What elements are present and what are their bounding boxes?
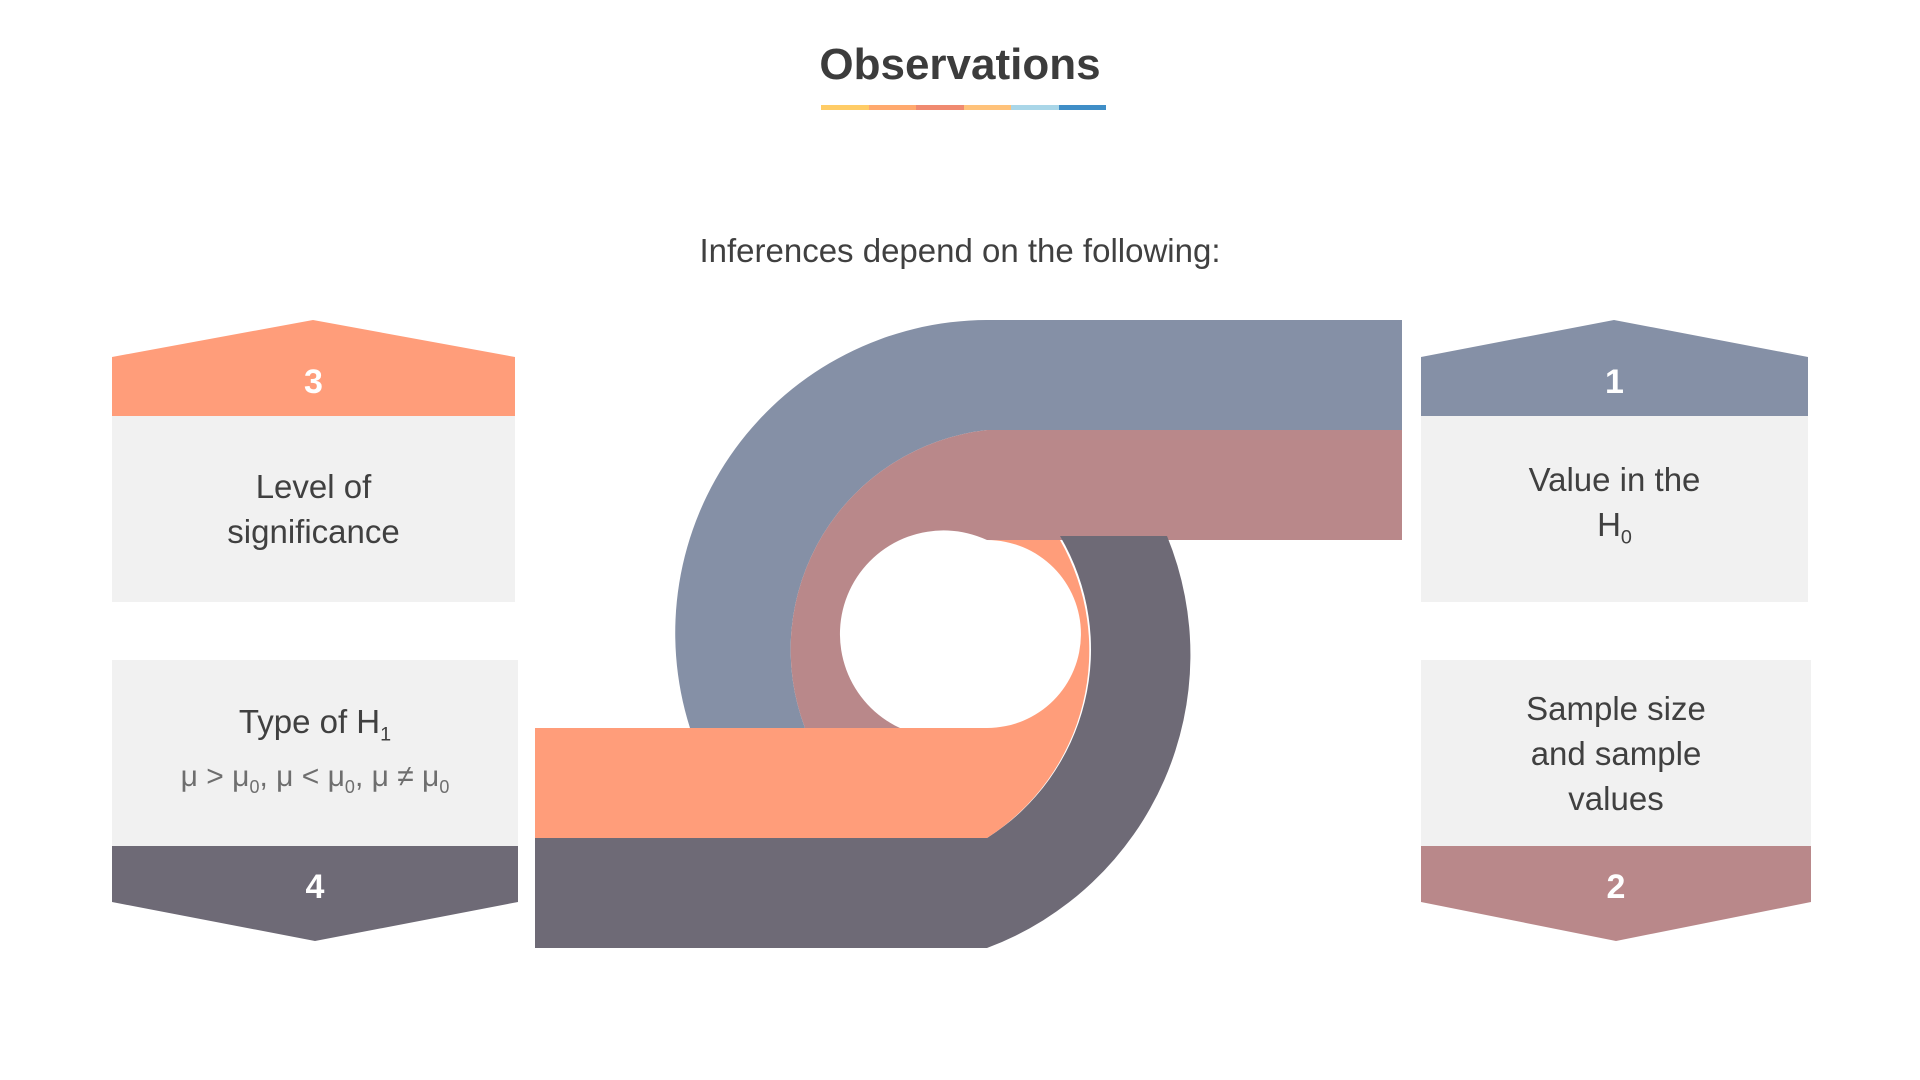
hypothesis-formula: μ > μ0, μ < μ0, μ ≠ μ0 xyxy=(181,757,450,807)
heading-text: Type of H xyxy=(238,702,381,740)
ribbon-charcoal xyxy=(535,536,1191,948)
page-title: Observations xyxy=(819,40,1101,89)
ribbon-salmon xyxy=(535,540,1090,838)
subtitle: Inferences depend on the following: xyxy=(699,232,1221,269)
mu-subscript: 0 xyxy=(439,777,450,798)
card-number: 4 xyxy=(305,868,325,906)
card-body: Value in the H0 xyxy=(1421,416,1808,602)
card-text-line: Level of xyxy=(255,468,372,505)
separator: , xyxy=(259,760,277,794)
h-subscript: 0 xyxy=(1620,526,1632,549)
ribbon-dusty-rose xyxy=(790,430,1402,728)
card-text-line: and sample xyxy=(1530,734,1702,772)
card-sample-size: Sample size and sample values 2 xyxy=(1421,660,1811,941)
gt-operator: > xyxy=(197,760,233,794)
mu-symbol: μ xyxy=(327,760,345,794)
mu-symbol: μ xyxy=(422,760,440,794)
heading-subscript: 1 xyxy=(380,723,392,746)
card-value-in-h0: 1 Value in the H0 xyxy=(1421,320,1808,602)
mu-symbol: μ xyxy=(276,760,294,794)
tab-shape xyxy=(112,846,518,941)
mu-symbol: μ xyxy=(371,760,389,794)
card-tab: 1 xyxy=(1421,320,1808,416)
card-tab: 4 xyxy=(112,846,518,941)
tab-shape xyxy=(112,320,515,416)
card-level-of-significance: 3 Level of significance xyxy=(112,320,515,602)
ne-operator: ≠ xyxy=(388,760,423,794)
mu-subscript: 0 xyxy=(249,777,260,798)
card-heading: Type of H1 xyxy=(239,699,391,758)
card-number: 2 xyxy=(1606,868,1626,906)
mu-symbol: μ xyxy=(180,760,198,794)
h-symbol: H xyxy=(1597,506,1621,544)
mu-symbol: μ xyxy=(232,760,250,794)
card-body: Type of H1 μ > μ0, μ < μ0, μ ≠ μ0 xyxy=(112,660,518,846)
separator: , xyxy=(354,760,372,794)
lt-operator: < xyxy=(293,760,328,794)
tab-shape xyxy=(1421,846,1811,941)
card-text-line: values xyxy=(1568,779,1664,817)
ribbon-slate-blue xyxy=(675,320,1402,728)
title-underline xyxy=(821,105,1106,110)
card-body: Sample size and sample values xyxy=(1421,660,1811,846)
card-body: Level of significance xyxy=(112,416,515,602)
card-text-line: Sample size xyxy=(1526,689,1706,727)
card-text-line: Value in the xyxy=(1528,461,1701,499)
card-number: 3 xyxy=(304,362,323,401)
card-text-line: H0 xyxy=(1597,502,1632,561)
mu-subscript: 0 xyxy=(344,777,355,798)
tab-shape xyxy=(1421,320,1808,416)
card-type-of-h1: Type of H1 μ > μ0, μ < μ0, μ ≠ μ0 4 xyxy=(112,660,518,941)
card-tab: 2 xyxy=(1421,846,1811,941)
card-number: 1 xyxy=(1605,362,1624,401)
card-tab: 3 xyxy=(112,320,515,416)
card-text-line: significance xyxy=(227,513,400,550)
